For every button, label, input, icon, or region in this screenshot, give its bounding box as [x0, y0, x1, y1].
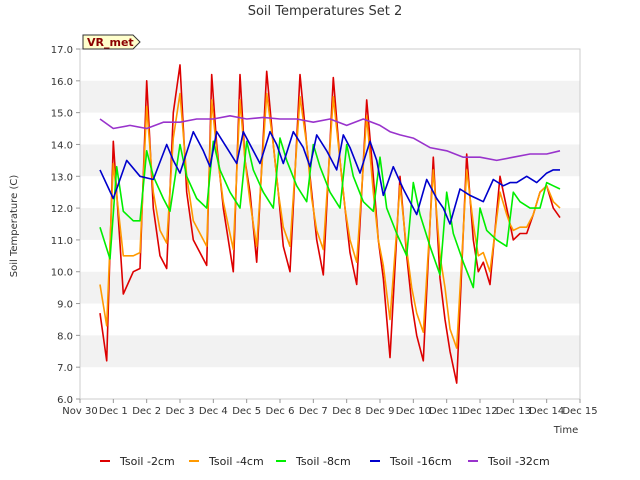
y-tick-label: 8.0	[57, 331, 73, 342]
y-axis: 6.0 7.0 8.0 9.0 10.0 11.0 12.0 13.0 14.0 15.0 16.0…	[51, 45, 80, 406]
series-line-tsoil-16cm	[99, 130, 560, 225]
y-tick-label: 7.0	[57, 363, 73, 374]
x-tick-label: Nov 30	[62, 406, 97, 417]
badge: VR_met	[82, 34, 141, 50]
legend-label: Tsoil -2cm	[119, 455, 175, 468]
x-tick-label: Dec 9	[366, 406, 395, 417]
x-axis: Nov 30 Dec 1 Dec 2 Dec 3 Dec 4 Dec 5 Dec 6 Dec …	[62, 399, 598, 417]
plot-frame	[79, 48, 581, 400]
x-tick-label: Dec 15	[562, 406, 597, 417]
y-tick-label: 12.0	[51, 204, 73, 215]
x-tick-label: Dec 8	[332, 406, 361, 417]
y-axis-title: Soil Temperature (C)	[9, 175, 20, 278]
y-tick-label: 11.0	[51, 236, 73, 247]
grid-band	[80, 335, 580, 368]
series-line-tsoil-8cm	[99, 137, 561, 289]
chart-title: Soil Temperatures Set 2	[248, 4, 403, 19]
x-tick-label: Dec 14	[529, 406, 564, 417]
y-tick-label: 10.0	[51, 268, 73, 279]
x-tick-label: Dec 7	[299, 406, 328, 417]
x-tick-label: Dec 1	[99, 406, 128, 417]
x-tick-label: Dec 2	[132, 406, 161, 417]
legend-label: Tsoil -8cm	[295, 455, 351, 468]
grid-band	[80, 80, 580, 113]
badge-box	[82, 34, 141, 50]
x-tick-label: Dec 3	[166, 406, 195, 417]
x-axis-title: Time	[553, 425, 578, 436]
y-tick-label: 15.0	[51, 109, 73, 120]
y-tick-label: 16.0	[51, 77, 73, 88]
x-tick-label: Dec 12	[462, 406, 497, 417]
y-tick-label: 14.0	[51, 140, 73, 151]
legend-label: Tsoil -16cm	[389, 455, 452, 468]
x-tick-label: Dec 4	[199, 406, 228, 417]
series-lines	[99, 64, 561, 384]
y-tick-label: 13.0	[51, 172, 73, 183]
y-tick-label: 9.0	[57, 300, 73, 311]
badge-label: VR_met	[87, 36, 134, 49]
legend-label: Tsoil -32cm	[487, 455, 550, 468]
y-tick-label: 6.0	[57, 395, 73, 406]
x-tick-label: Dec 6	[266, 406, 295, 417]
grid-band	[80, 271, 580, 304]
x-tick-label: Dec 10	[396, 406, 431, 417]
y-tick-label: 17.0	[51, 45, 73, 56]
x-tick-label: Dec 11	[429, 406, 464, 417]
legend: Tsoil -2cm Tsoil -4cm Tsoil -8cm Tsoil -16c…	[100, 455, 550, 468]
x-tick-label: Dec 5	[232, 406, 261, 417]
series-line-tsoil-32cm	[99, 115, 561, 162]
x-tick-label: Dec 13	[496, 406, 531, 417]
legend-label: Tsoil -4cm	[208, 455, 264, 468]
